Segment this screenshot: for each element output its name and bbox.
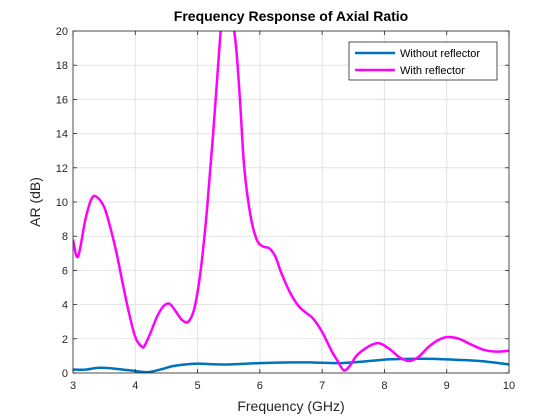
y-tick-label: 16 bbox=[56, 94, 68, 106]
x-tick-labels: 3 4 5 6 7 8 9 10 bbox=[70, 380, 515, 392]
y-tick-label: 20 bbox=[56, 26, 68, 38]
y-tick-label: 10 bbox=[56, 197, 68, 209]
x-tick-label: 4 bbox=[132, 380, 138, 392]
chart-title: Frequency Response of Axial Ratio bbox=[174, 8, 408, 24]
tick-marks bbox=[72, 30, 510, 374]
series-clip-group bbox=[73, 31, 509, 373]
x-tick-label: 5 bbox=[195, 380, 201, 392]
x-tick-label: 6 bbox=[257, 380, 263, 392]
series-layer bbox=[73, 31, 509, 373]
series-line-without-reflector bbox=[73, 357, 509, 373]
legend-box bbox=[348, 41, 498, 81]
y-tick-label: 12 bbox=[56, 163, 68, 175]
y-tick-label: 14 bbox=[56, 129, 68, 141]
x-tick-label: 10 bbox=[503, 380, 515, 392]
y-axis-label: AR (dB) bbox=[27, 177, 43, 227]
x-tick-label: 3 bbox=[70, 380, 76, 392]
x-tick-label: 8 bbox=[381, 380, 387, 392]
x-tick-label: 9 bbox=[444, 380, 450, 392]
legend-label-with-reflector: With reflector bbox=[400, 65, 465, 77]
y-tick-label: 18 bbox=[56, 60, 68, 72]
x-tick-label: 7 bbox=[319, 380, 325, 392]
x-axis-label: Frequency (GHz) bbox=[237, 398, 344, 414]
y-tick-label: 0 bbox=[62, 368, 68, 380]
y-tick-labels: 0 2 4 6 8 10 12 14 16 18 20 bbox=[56, 26, 68, 380]
y-tick-label: 4 bbox=[62, 300, 68, 312]
series-line-with-reflector bbox=[73, 31, 509, 372]
legend-label-without-reflector: Without reflector bbox=[400, 48, 480, 60]
y-tick-label: 8 bbox=[62, 231, 68, 243]
y-tick-label: 6 bbox=[62, 265, 68, 277]
y-tick-label: 2 bbox=[62, 334, 68, 346]
legend: Without reflector With reflector bbox=[348, 41, 498, 81]
